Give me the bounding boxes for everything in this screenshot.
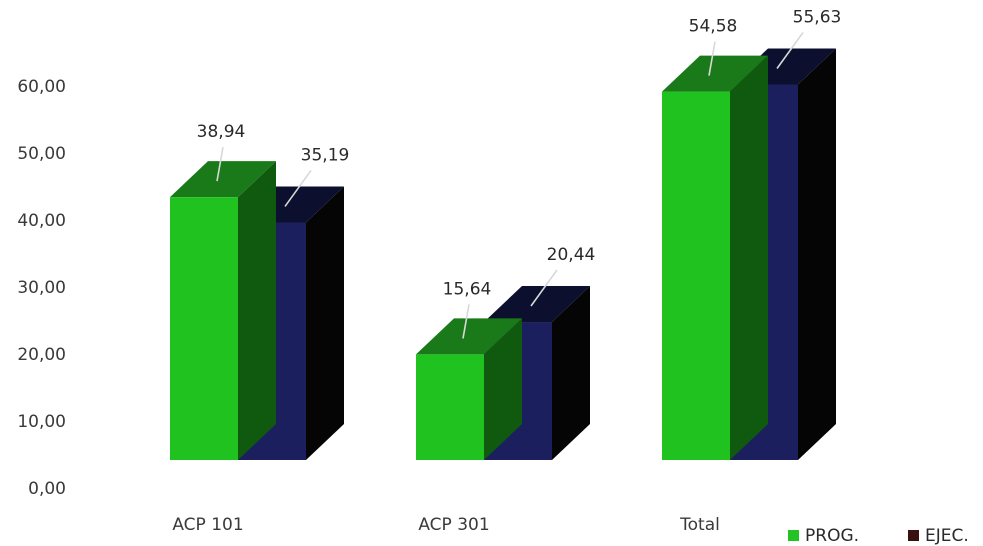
bar-side bbox=[798, 48, 836, 461]
bar-side bbox=[238, 161, 276, 460]
y-tick-label: 30,00 bbox=[17, 278, 66, 298]
legend-label: EJEC. bbox=[925, 526, 969, 546]
x-category-label: ACP 101 bbox=[172, 515, 243, 535]
bar-top bbox=[484, 286, 590, 323]
bar-side bbox=[306, 186, 344, 460]
data-label: 20,44 bbox=[547, 245, 596, 265]
bar-top bbox=[170, 161, 276, 198]
bar-top bbox=[416, 318, 522, 355]
legend-swatch bbox=[908, 530, 919, 541]
data-label-leader bbox=[708, 41, 716, 76]
data-label: 54,58 bbox=[689, 17, 738, 37]
bar-side bbox=[484, 318, 522, 460]
data-label-leader bbox=[216, 147, 224, 182]
data-label-leader bbox=[462, 304, 470, 339]
data-label-leader bbox=[776, 32, 804, 69]
data-label-leader bbox=[530, 269, 558, 307]
legend-swatch bbox=[788, 530, 799, 541]
data-label: 15,64 bbox=[443, 279, 492, 299]
bar-side bbox=[552, 286, 590, 460]
x-category-label: ACP 301 bbox=[418, 515, 489, 535]
bar bbox=[662, 91, 730, 461]
y-tick-label: 50,00 bbox=[17, 144, 66, 164]
y-tick-label: 0,00 bbox=[28, 479, 66, 499]
data-label: 38,94 bbox=[197, 122, 246, 142]
bar-side bbox=[730, 55, 768, 461]
data-label-leader bbox=[284, 169, 312, 207]
data-label: 35,19 bbox=[301, 145, 350, 165]
bar-top bbox=[662, 55, 768, 92]
legend-label: PROG. bbox=[805, 526, 859, 546]
y-tick-label: 40,00 bbox=[17, 211, 66, 231]
y-tick-label: 60,00 bbox=[17, 77, 66, 97]
bar bbox=[170, 197, 238, 460]
y-tick-label: 10,00 bbox=[17, 412, 66, 432]
y-tick-label: 20,00 bbox=[17, 345, 66, 365]
x-category-label: Total bbox=[679, 515, 720, 535]
bar bbox=[416, 354, 484, 460]
data-label: 55,63 bbox=[793, 7, 842, 27]
